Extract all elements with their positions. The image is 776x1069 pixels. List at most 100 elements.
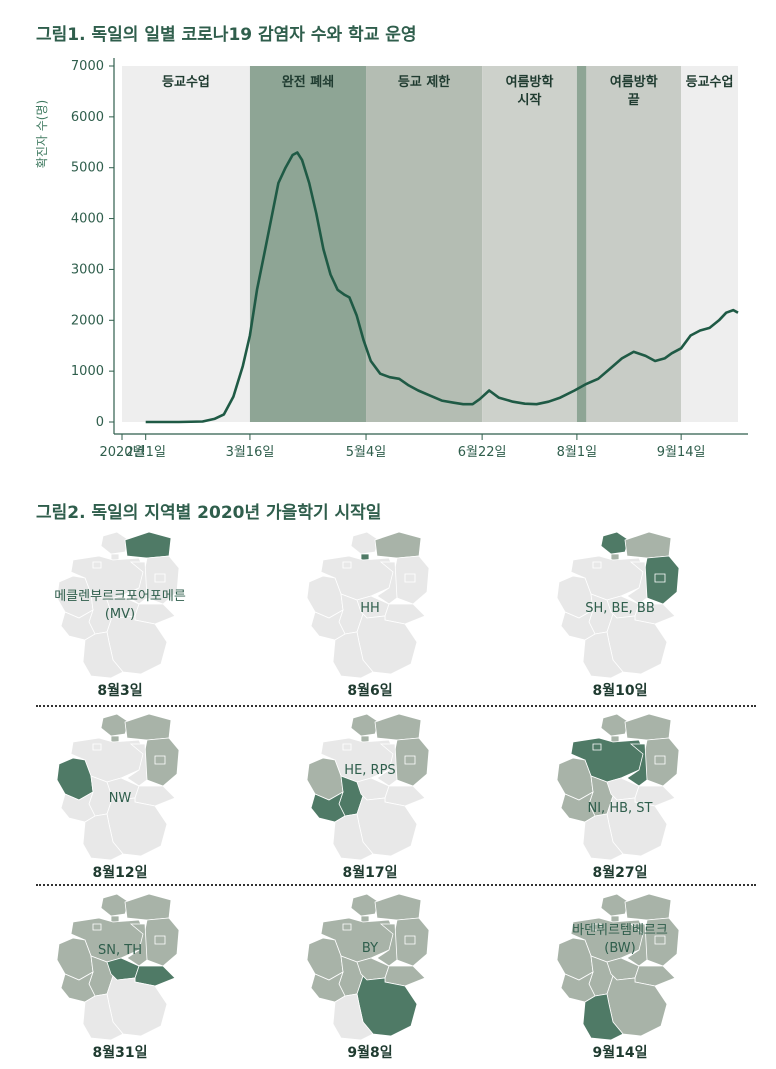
map-panel: SN, TH 8월31일	[20, 892, 220, 1062]
region-mv	[624, 531, 672, 559]
germany-map	[556, 713, 680, 861]
region-hh	[360, 735, 370, 743]
germany-map	[56, 531, 180, 679]
region-hb	[592, 923, 602, 931]
region-mv	[124, 893, 172, 921]
region-sh	[600, 713, 630, 737]
map-region-label: HH	[360, 601, 380, 616]
row-separator	[36, 884, 756, 886]
region-bw	[582, 993, 624, 1041]
phase-label: 여름방학 끝	[610, 74, 658, 108]
region-st	[126, 743, 148, 787]
phase-band	[681, 66, 738, 422]
region-hb	[592, 743, 602, 751]
phase-label: 등교 제한	[398, 74, 450, 90]
region-sh	[350, 893, 380, 917]
phase-band	[122, 66, 250, 422]
map-panel: 메클렌부르크포어포메른 (MV) 8월3일	[20, 530, 220, 700]
region-bw	[332, 631, 374, 679]
region-st	[126, 561, 148, 605]
region-st	[626, 923, 648, 967]
y-tick-label: 6000	[71, 110, 104, 125]
map-region-label: NW	[108, 791, 132, 806]
region-sh	[100, 893, 130, 917]
region-be	[154, 755, 166, 765]
region-sh	[600, 893, 630, 917]
region-mv	[124, 713, 172, 741]
map-region-label: NI, HB, ST	[587, 801, 653, 816]
map-start-date: 8월10일	[592, 683, 648, 699]
region-mv	[624, 713, 672, 741]
x-tick-label: 2월1일	[125, 445, 165, 460]
map-panel: HH 8월6일	[270, 530, 470, 700]
region-bw	[82, 631, 124, 679]
region-bw	[82, 993, 124, 1041]
y-tick-label: 2000	[71, 313, 104, 328]
region-hb	[92, 561, 102, 569]
region-bw	[332, 813, 374, 861]
region-be	[404, 935, 416, 945]
region-st	[376, 923, 398, 967]
region-st	[376, 561, 398, 605]
phase-band	[482, 66, 577, 422]
map-region-label: 바덴뷔르템베르크 (BW)	[572, 923, 668, 956]
germany-map	[306, 893, 430, 1041]
map-panel: BY 9월8일	[270, 892, 470, 1062]
x-tick-label: 2020년	[99, 445, 144, 460]
row-separator	[36, 705, 756, 707]
figure2-title: 그림2. 독일의 지역별 2020년 가을학기 시작일	[36, 503, 382, 523]
germany-map	[556, 893, 680, 1041]
region-be	[154, 573, 166, 583]
region-hb	[342, 561, 352, 569]
region-be	[654, 755, 666, 765]
phase-band	[366, 66, 483, 422]
x-tick-label: 8월1일	[557, 445, 597, 460]
map-region-label: 메클렌부르크포어포메른 (MV)	[54, 589, 186, 622]
region-bw	[582, 631, 624, 679]
region-hb	[342, 923, 352, 931]
phase-label: 등교수업	[686, 75, 734, 90]
region-sh	[350, 531, 380, 555]
region-hh	[110, 553, 120, 561]
region-be	[654, 573, 666, 583]
y-tick-label: 0	[96, 415, 104, 430]
map-start-date: 9월14일	[592, 1045, 648, 1061]
map-start-date: 8월27일	[592, 865, 648, 881]
region-st	[626, 561, 648, 605]
region-be	[654, 935, 666, 945]
germany-map	[556, 531, 680, 679]
region-sh	[600, 531, 630, 555]
y-tick-label: 5000	[71, 161, 104, 176]
germany-map	[56, 713, 180, 861]
region-hb	[92, 923, 102, 931]
region-mv	[124, 531, 172, 559]
germany-map	[306, 531, 430, 679]
map-start-date: 8월3일	[97, 683, 143, 699]
map-panel: NW 8월12일	[20, 712, 220, 882]
region-sh	[350, 713, 380, 737]
map-panel: SH, BE, BB 8월10일	[520, 530, 720, 700]
germany-map	[56, 893, 180, 1041]
phase-label: 등교수업	[162, 75, 210, 90]
map-start-date: 8월12일	[92, 865, 148, 881]
phase-label: 완전 폐쇄	[282, 74, 334, 90]
region-be	[154, 935, 166, 945]
region-hh	[360, 915, 370, 923]
region-be	[404, 755, 416, 765]
germany-map	[306, 713, 430, 861]
y-tick-label: 1000	[71, 364, 104, 379]
chart-figure1: 등교수업 완전 폐쇄 등교 제한 여름방학 시작 여름방학 끝 등교수업 0 1000 2000 30…	[35, 58, 748, 460]
region-sh	[100, 531, 130, 555]
map-start-date: 8월17일	[342, 865, 398, 881]
region-hh	[610, 553, 620, 561]
map-start-date: 9월8일	[347, 1045, 393, 1061]
map-region-label: BY	[361, 941, 379, 956]
map-start-date: 8월6일	[347, 683, 393, 699]
region-mv	[374, 893, 422, 921]
region-mv	[374, 531, 422, 559]
region-mv	[374, 713, 422, 741]
region-sh	[100, 713, 130, 737]
phase-band	[576, 66, 587, 422]
phase-band	[249, 66, 367, 422]
y-tick-label: 4000	[71, 212, 104, 227]
